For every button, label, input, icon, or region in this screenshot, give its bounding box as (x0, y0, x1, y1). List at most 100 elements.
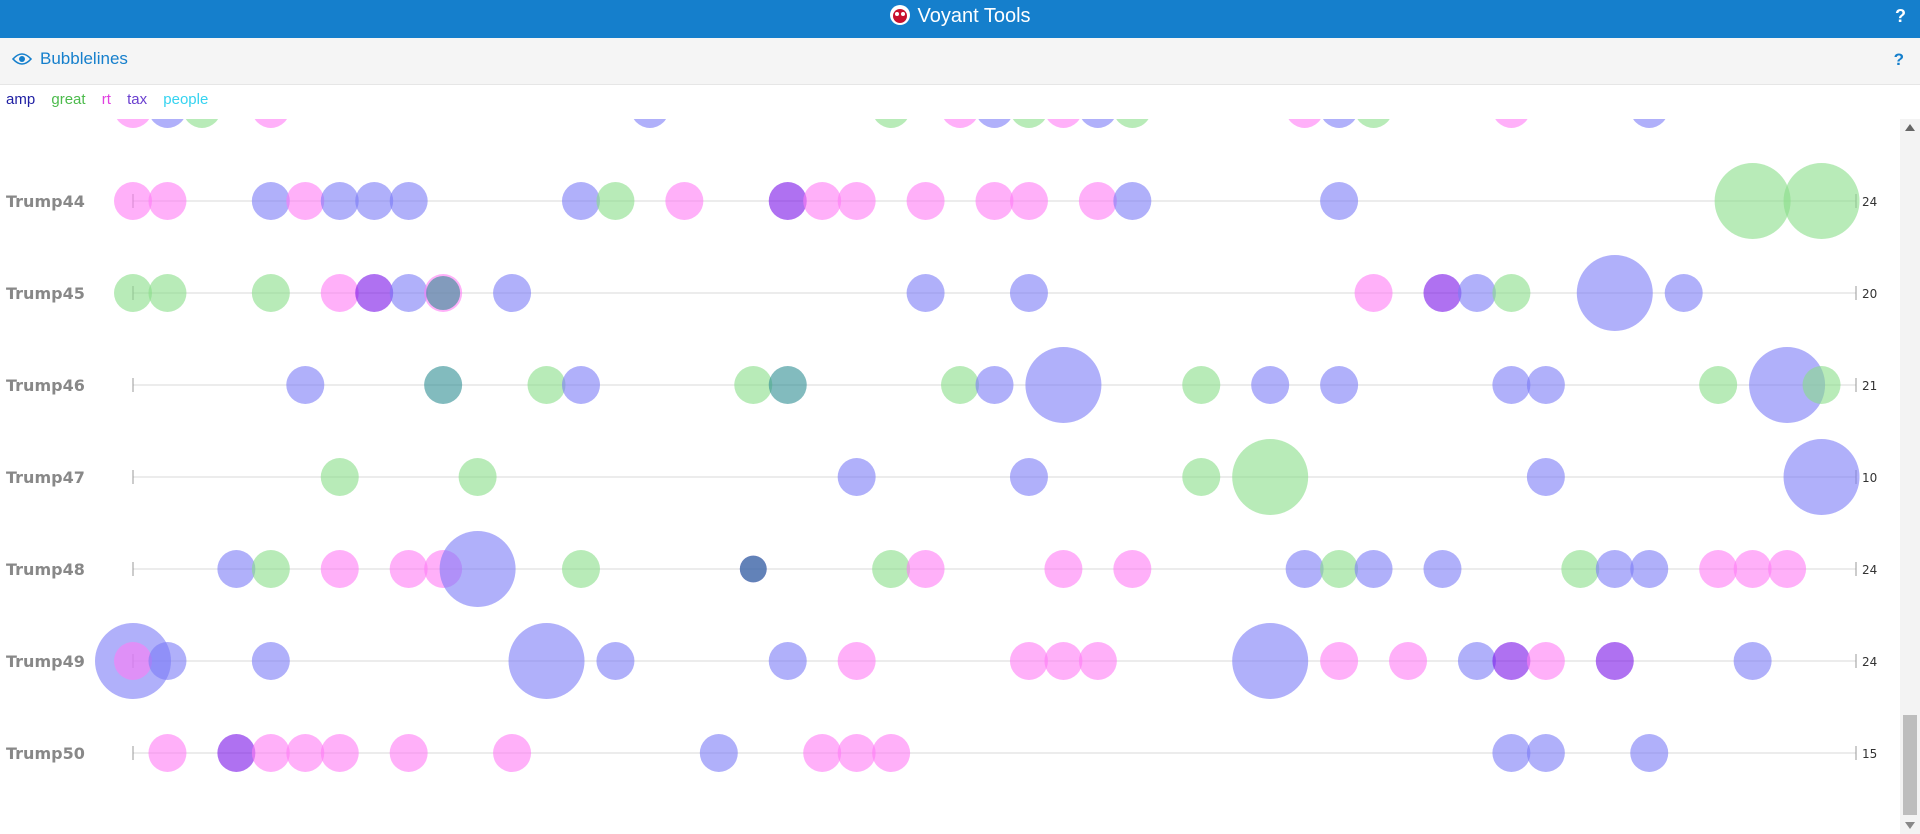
bubble-people[interactable] (739, 555, 767, 583)
bubble-great[interactable] (1561, 550, 1600, 588)
bubble-rt[interactable] (148, 734, 187, 772)
legend-item-tax[interactable]: tax (127, 91, 148, 108)
bubble-great[interactable] (251, 274, 290, 312)
bubble-amp[interactable] (1630, 550, 1669, 588)
bubble-rt[interactable] (1768, 550, 1807, 588)
bubble-amp[interactable] (1320, 366, 1359, 404)
bubble-amp[interactable] (251, 182, 290, 220)
bubble-amp[interactable] (1285, 550, 1324, 588)
panel-help-button[interactable]: ? (1893, 50, 1904, 69)
bubblelines-visualization[interactable]: Trump44 24 Trump45 20 Trump46 21 Trump47 10 Trum… (0, 119, 1900, 834)
bubble-rt[interactable] (1078, 642, 1117, 680)
bubble-tax[interactable] (768, 182, 807, 220)
bubble-amp[interactable] (1526, 458, 1565, 496)
bubble-people[interactable] (426, 276, 461, 310)
legend-item-great[interactable]: great (51, 91, 86, 108)
bubble-great[interactable] (527, 366, 566, 404)
bubble-great[interactable] (1699, 366, 1738, 404)
bubble-rt[interactable] (975, 182, 1014, 220)
bubble-amp[interactable] (286, 366, 325, 404)
bubble-great[interactable] (251, 550, 290, 588)
bubble-great[interactable] (596, 182, 635, 220)
doc-row-trump47[interactable]: Trump47 10 (6, 439, 1877, 515)
bubble-amp[interactable] (320, 182, 359, 220)
app-help-button[interactable]: ? (1895, 6, 1906, 26)
bubble-rt[interactable] (906, 550, 945, 588)
bubble-rt[interactable] (1009, 182, 1048, 220)
bubble-amp[interactable] (1009, 274, 1048, 312)
bubble-amp[interactable] (596, 642, 635, 680)
bubble-rt[interactable] (320, 274, 359, 312)
bubble-great[interactable] (561, 550, 600, 588)
doc-row-trump46[interactable]: Trump46 21 (6, 347, 1877, 423)
bubble-rt[interactable] (872, 734, 911, 772)
bubble-rt[interactable] (1526, 642, 1565, 680)
bubble-great[interactable] (1182, 458, 1221, 496)
doc-row-trump48[interactable]: Trump48 24 (6, 531, 1877, 607)
bubble-rt[interactable] (1389, 642, 1428, 680)
doc-row-trump49[interactable]: Trump49 24 (6, 623, 1877, 699)
bubble-great[interactable] (734, 366, 773, 404)
vertical-scrollbar[interactable] (1900, 119, 1920, 834)
bubble-rt[interactable] (1354, 274, 1393, 312)
bubble-rt[interactable] (286, 734, 325, 772)
bubble-amp[interactable] (1113, 182, 1152, 220)
bubble-tax[interactable] (355, 274, 394, 312)
bubble-rt[interactable] (1044, 642, 1083, 680)
legend-item-people[interactable]: people (163, 91, 209, 108)
legend-item-rt[interactable]: rt (101, 91, 111, 108)
bubble-great[interactable] (1783, 163, 1860, 239)
bubble-people[interactable] (768, 366, 807, 404)
bubble-amp[interactable] (768, 642, 807, 680)
bubble-people[interactable] (424, 366, 463, 404)
bubble-amp[interactable] (1664, 274, 1703, 312)
bubble-amp[interactable] (1733, 642, 1772, 680)
bubble-amp[interactable] (251, 642, 290, 680)
bubble-amp[interactable] (561, 366, 600, 404)
bubble-amp[interactable] (1595, 550, 1634, 588)
bubble-great[interactable] (458, 458, 497, 496)
bubble-rt[interactable] (1078, 182, 1117, 220)
bubble-amp[interactable] (1457, 274, 1496, 312)
bubble-rt[interactable] (837, 734, 876, 772)
bubble-amp[interactable] (1783, 439, 1860, 515)
bubble-amp[interactable] (699, 734, 738, 772)
doc-row-trump50[interactable]: Trump50 15 (6, 734, 1877, 772)
bubble-rt[interactable] (1009, 642, 1048, 680)
bubble-amp[interactable] (906, 274, 945, 312)
bubble-rt[interactable] (286, 182, 325, 220)
bubble-amp[interactable] (355, 182, 394, 220)
bubble-amp[interactable] (1526, 734, 1565, 772)
bubble-rt[interactable] (320, 550, 359, 588)
bubble-rt[interactable] (1699, 550, 1738, 588)
bubble-amp[interactable] (1009, 458, 1048, 496)
bubble-rt[interactable] (148, 182, 187, 220)
bubble-amp[interactable] (561, 182, 600, 220)
bubble-rt[interactable] (114, 182, 152, 220)
bubble-amp[interactable] (1025, 347, 1102, 423)
bubble-amp[interactable] (1492, 366, 1531, 404)
bubble-great[interactable] (148, 274, 187, 312)
bubble-great[interactable] (1714, 163, 1791, 239)
bubble-amp[interactable] (1576, 255, 1653, 331)
bubble-tax[interactable] (1595, 642, 1634, 680)
bubble-amp[interactable] (1457, 642, 1496, 680)
bubble-rt[interactable] (1113, 550, 1152, 588)
bubble-great[interactable] (1232, 439, 1309, 515)
bubble-great[interactable] (1320, 550, 1359, 588)
bubble-amp[interactable] (1630, 734, 1669, 772)
bubble-amp[interactable] (389, 182, 428, 220)
scroll-down-arrow-icon[interactable] (1905, 822, 1915, 829)
bubble-amp[interactable] (1526, 366, 1565, 404)
bubble-rt[interactable] (320, 734, 359, 772)
bubble-rt[interactable] (837, 182, 876, 220)
bubble-tax[interactable] (1423, 274, 1462, 312)
bubble-amp[interactable] (217, 550, 256, 588)
bubble-rt[interactable] (114, 642, 152, 680)
bubble-amp[interactable] (389, 274, 428, 312)
bubble-amp[interactable] (148, 642, 187, 680)
bubble-rt[interactable] (837, 642, 876, 680)
bubble-great[interactable] (872, 550, 911, 588)
bubble-amp[interactable] (1423, 550, 1462, 588)
